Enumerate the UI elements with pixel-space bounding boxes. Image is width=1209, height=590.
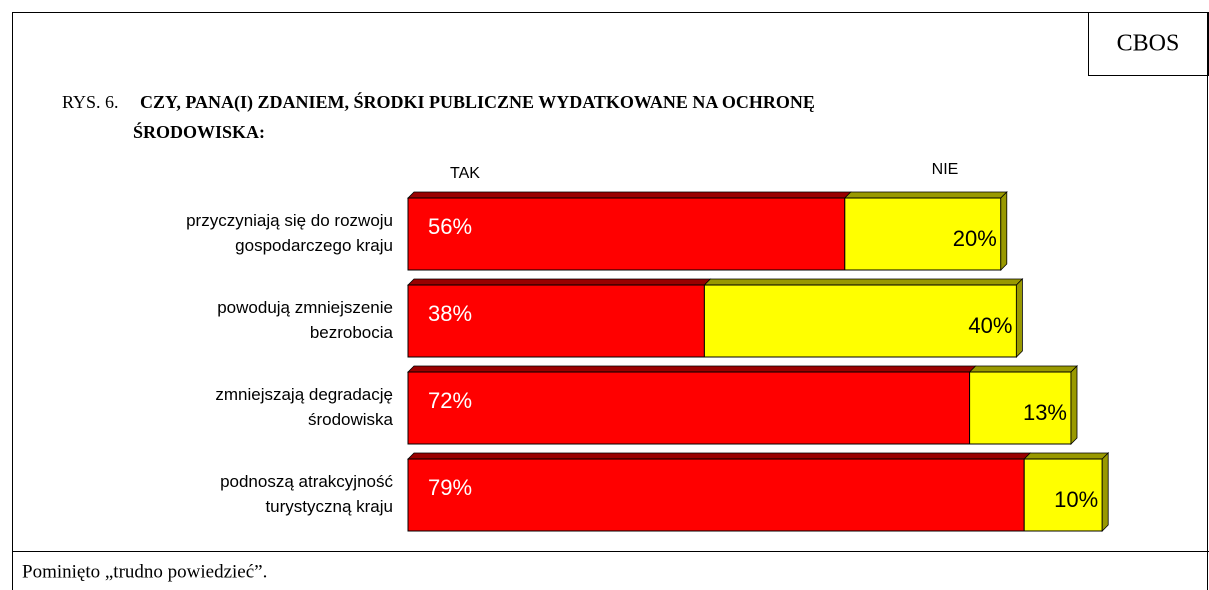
value-label: 13% <box>1023 400 1067 425</box>
category-label: środowiska <box>308 410 394 429</box>
bar <box>969 371 1072 445</box>
chart-title: CZY, PANA(I) ZDANIEM, ŚRODKI PUBLICZNE W… <box>140 91 815 113</box>
bar <box>1023 458 1103 532</box>
bar <box>407 458 1025 532</box>
bar <box>703 284 1017 358</box>
value-label: 56% <box>428 214 472 239</box>
series-label: NIE <box>932 161 959 178</box>
bar-top <box>843 191 1008 199</box>
value-label: 20% <box>953 226 997 251</box>
bar <box>407 371 971 445</box>
value-label: 10% <box>1054 487 1098 512</box>
bar-top <box>407 365 977 373</box>
category-label: turystyczną kraju <box>265 497 393 516</box>
bar-top <box>407 278 712 286</box>
frame <box>12 12 1208 590</box>
bar-top <box>407 452 1032 460</box>
category-label: zmniejszają degradację <box>215 385 393 404</box>
bar-side <box>1101 452 1109 532</box>
bar-top <box>407 191 852 199</box>
bar-top <box>703 278 1024 286</box>
figure-label: RYS. 6. <box>62 92 119 112</box>
series-label: TAK <box>450 165 480 182</box>
bar <box>844 197 1002 271</box>
note: Pominięto „trudno powiedzieć”. <box>22 561 267 582</box>
bar-top <box>968 365 1078 373</box>
category-label: gospodarczego kraju <box>235 236 393 255</box>
category-label: przyczyniają się do rozwoju <box>186 211 393 230</box>
category-label: podnoszą atrakcyjność <box>220 472 393 491</box>
value-label: 40% <box>968 313 1012 338</box>
bar-top <box>1023 452 1110 460</box>
bar-side <box>1016 278 1023 358</box>
category-label: powodują zmniejszenie <box>217 298 393 317</box>
value-label: 38% <box>428 301 472 326</box>
bar <box>407 197 846 271</box>
source: CBOS <box>1117 31 1180 57</box>
category-label: bezrobocia <box>310 323 394 342</box>
bar-side <box>1070 365 1078 445</box>
chart-title: ŚRODOWISKA: <box>133 121 265 142</box>
bar-side <box>1000 191 1008 271</box>
value-label: 72% <box>428 388 472 413</box>
value-label: 79% <box>428 475 472 500</box>
